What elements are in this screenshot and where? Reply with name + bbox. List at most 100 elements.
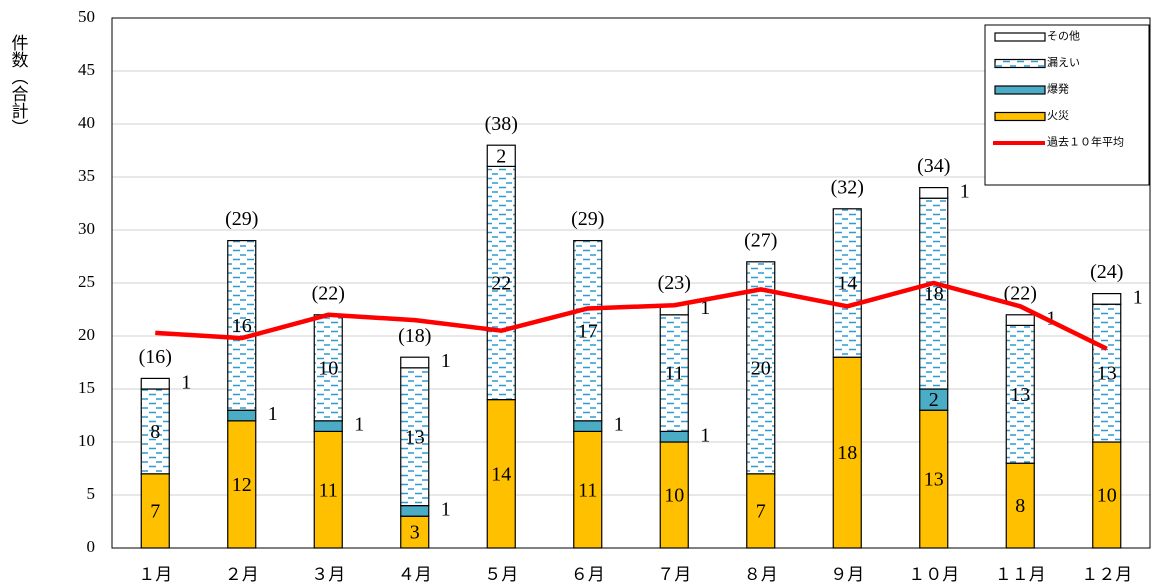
bar-segment xyxy=(1005,324,1035,464)
bar-segment xyxy=(746,473,776,549)
data-label: 1 xyxy=(1046,308,1056,330)
data-label: 13 xyxy=(405,426,425,448)
total-label: (22) xyxy=(1004,282,1037,304)
bar-segment xyxy=(832,208,862,358)
bar-segment xyxy=(400,356,430,369)
data-label: 18 xyxy=(837,442,857,464)
data-label: 1 xyxy=(181,371,191,393)
x-tick-label: １２月 xyxy=(1081,565,1132,584)
data-label: 1 xyxy=(354,414,364,436)
bar-segment xyxy=(573,430,603,549)
bar-segment xyxy=(400,515,430,549)
x-tick-label: ３月 xyxy=(311,565,345,584)
y-tick-label: 10 xyxy=(78,431,95,450)
bar-segment xyxy=(1092,293,1122,305)
legend-label: その他 xyxy=(1047,30,1080,43)
legend-swatch xyxy=(994,85,1046,95)
bar-segment xyxy=(919,187,949,199)
total-label: (38) xyxy=(485,113,518,135)
x-tick-label: ９月 xyxy=(830,565,864,584)
bar-segment xyxy=(832,356,862,549)
legend-swatch xyxy=(994,58,1046,69)
data-label: 1 xyxy=(441,498,451,520)
bar-segment xyxy=(140,377,170,390)
legend-label: 過去１０年平均 xyxy=(1047,135,1124,149)
data-label: 10 xyxy=(318,357,338,379)
bar-segment xyxy=(659,430,689,443)
data-label: 1 xyxy=(700,297,710,319)
plot-frame xyxy=(111,17,1151,549)
data-label: 13 xyxy=(924,469,944,491)
data-label: 11 xyxy=(665,363,684,385)
total-label: (32) xyxy=(831,176,864,198)
y-tick-label: 20 xyxy=(78,325,95,344)
legend-label: 火災 xyxy=(1047,109,1069,122)
legend-swatch xyxy=(994,111,1046,122)
total-label: (27) xyxy=(744,229,777,251)
y-tick-label: 5 xyxy=(87,484,96,503)
bar-segment xyxy=(227,240,257,411)
data-label: 13 xyxy=(1097,363,1117,385)
data-label: 1 xyxy=(700,424,710,446)
bar-segment xyxy=(486,144,516,167)
data-label: 12 xyxy=(232,474,252,496)
y-tick-label: 45 xyxy=(78,60,95,79)
data-label: 10 xyxy=(1097,485,1117,507)
data-label: 22 xyxy=(491,273,511,295)
x-tick-label: ４月 xyxy=(398,565,432,584)
total-label: (18) xyxy=(398,325,431,347)
y-tick-label: 0 xyxy=(87,537,96,556)
bar-segment xyxy=(919,197,949,390)
bar-segment xyxy=(227,409,257,422)
data-label: 3 xyxy=(410,522,420,544)
data-label: 18 xyxy=(924,283,944,305)
data-label: 2 xyxy=(929,389,939,411)
bar-segment xyxy=(659,314,689,432)
bar-segment xyxy=(1092,303,1122,443)
data-label: 1 xyxy=(614,414,624,436)
data-label: 14 xyxy=(837,273,857,295)
data-label: 1 xyxy=(268,403,278,425)
data-label: 16 xyxy=(232,315,252,337)
bar-segment xyxy=(486,399,516,549)
data-label: 11 xyxy=(319,479,338,501)
x-tick-label: １１月 xyxy=(995,565,1046,584)
legend-box xyxy=(984,24,1150,186)
data-label: 1 xyxy=(960,180,970,202)
data-label: 8 xyxy=(150,421,160,443)
y-axis-label: 件数（合計） xyxy=(9,34,29,136)
x-tick-label: ２月 xyxy=(225,565,259,584)
bar-segment xyxy=(313,420,343,432)
bar-segment xyxy=(1005,462,1035,549)
total-label: (34) xyxy=(917,155,950,177)
data-label: 7 xyxy=(756,500,766,522)
bar-segment xyxy=(400,505,430,517)
total-label: (29) xyxy=(571,208,604,230)
data-label: 8 xyxy=(1015,495,1025,517)
legend-label: 漏えい xyxy=(1047,56,1080,69)
y-tick-label: 50 xyxy=(78,7,95,26)
bar-segment xyxy=(573,240,603,422)
y-tick-label: 30 xyxy=(78,219,95,238)
total-label: (29) xyxy=(225,208,258,230)
x-tick-label: ６月 xyxy=(571,565,605,584)
y-tick-label: 25 xyxy=(78,272,95,291)
y-tick-label: 35 xyxy=(78,166,95,185)
legend-label: 爆発 xyxy=(1047,82,1069,96)
data-label: 7 xyxy=(150,500,160,522)
x-tick-label: １月 xyxy=(138,565,172,584)
bar-segment xyxy=(140,388,170,475)
bar-segment xyxy=(140,473,170,549)
data-label: 13 xyxy=(1010,384,1030,406)
legend-swatch xyxy=(994,32,1046,42)
x-tick-label: ５月 xyxy=(484,565,518,584)
bar-segment xyxy=(486,165,516,401)
bar-segment xyxy=(919,409,949,549)
data-label: 10 xyxy=(664,485,684,507)
data-label: 20 xyxy=(751,357,771,379)
x-tick-label: １０月 xyxy=(908,565,959,584)
data-label: 14 xyxy=(491,463,511,485)
total-label: (16) xyxy=(139,346,172,368)
